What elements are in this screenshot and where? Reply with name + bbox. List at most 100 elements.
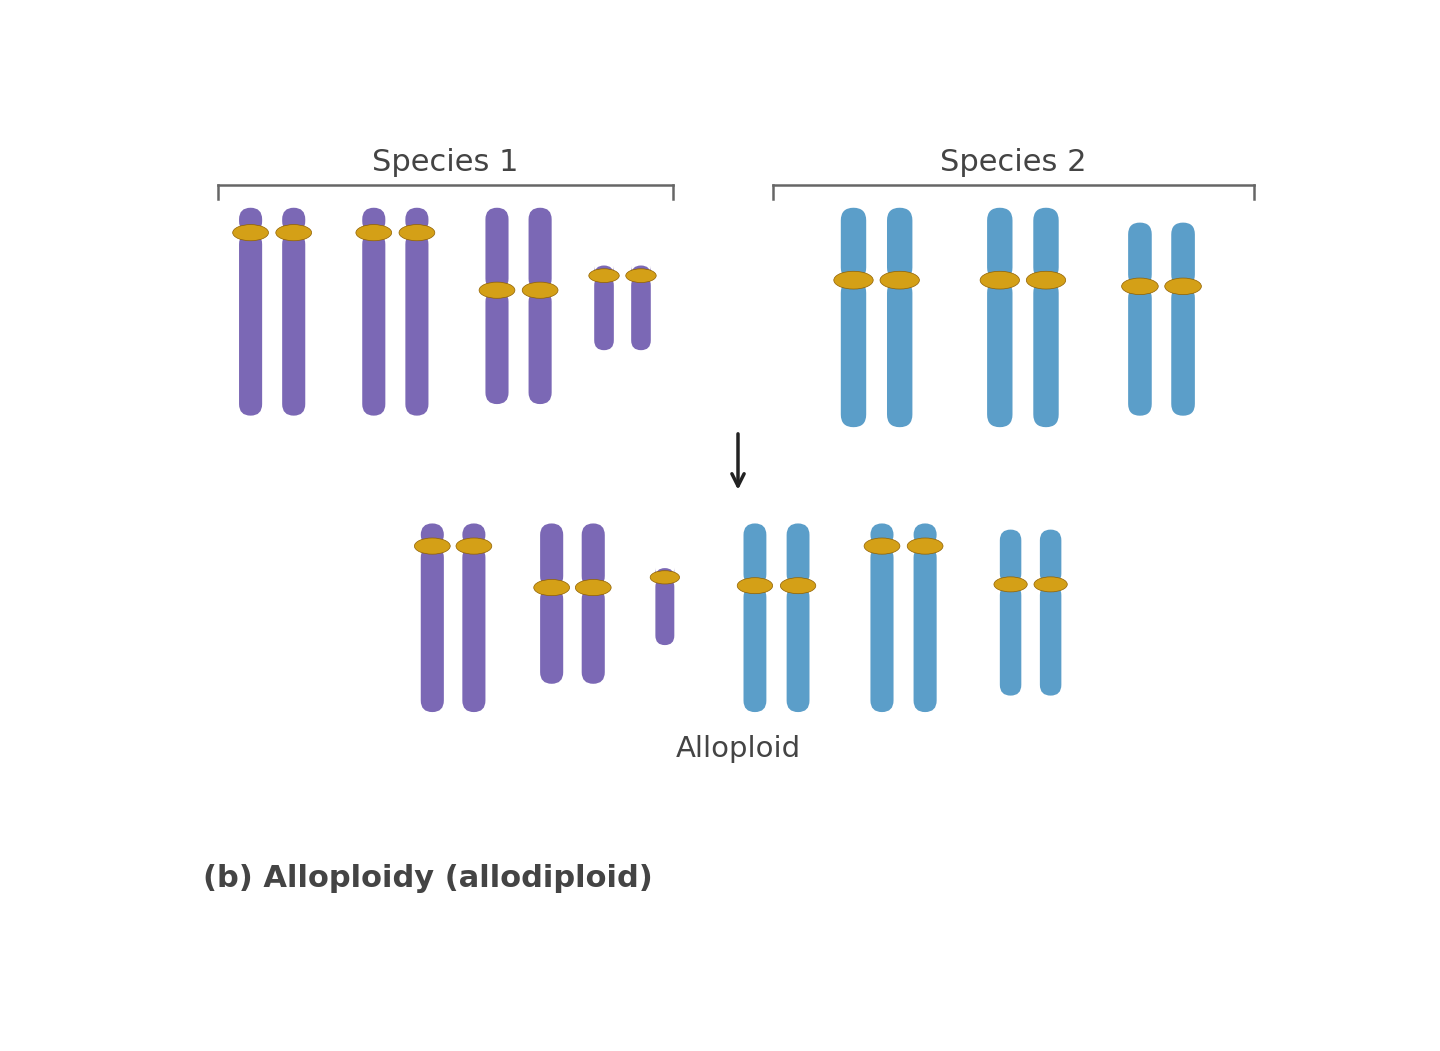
Ellipse shape [576, 579, 611, 596]
FancyBboxPatch shape [420, 547, 444, 713]
Text: (b) Alloploidy (allodiploid): (b) Alloploidy (allodiploid) [203, 864, 652, 893]
Text: Species 2: Species 2 [940, 148, 1087, 177]
FancyBboxPatch shape [1034, 276, 1058, 284]
FancyBboxPatch shape [631, 275, 651, 350]
FancyBboxPatch shape [540, 523, 563, 588]
FancyBboxPatch shape [999, 580, 1021, 589]
FancyBboxPatch shape [1171, 286, 1195, 416]
Ellipse shape [1034, 577, 1067, 592]
Ellipse shape [523, 282, 559, 298]
Ellipse shape [651, 571, 680, 584]
FancyBboxPatch shape [743, 585, 766, 713]
FancyBboxPatch shape [595, 275, 613, 350]
Ellipse shape [480, 282, 516, 298]
FancyBboxPatch shape [1128, 283, 1152, 290]
FancyBboxPatch shape [406, 208, 429, 232]
FancyBboxPatch shape [655, 568, 674, 578]
FancyBboxPatch shape [743, 582, 766, 590]
FancyBboxPatch shape [239, 208, 262, 232]
FancyBboxPatch shape [363, 208, 386, 232]
FancyBboxPatch shape [1040, 530, 1061, 584]
Ellipse shape [907, 538, 943, 554]
Ellipse shape [994, 577, 1027, 592]
FancyBboxPatch shape [870, 542, 894, 550]
FancyBboxPatch shape [986, 208, 1012, 281]
FancyBboxPatch shape [841, 281, 867, 427]
FancyBboxPatch shape [239, 229, 262, 236]
FancyBboxPatch shape [631, 272, 651, 280]
FancyBboxPatch shape [887, 208, 913, 281]
FancyBboxPatch shape [1128, 286, 1152, 416]
Ellipse shape [589, 269, 619, 283]
FancyBboxPatch shape [528, 286, 552, 294]
FancyBboxPatch shape [282, 232, 305, 415]
FancyBboxPatch shape [582, 583, 605, 592]
Ellipse shape [626, 269, 657, 283]
FancyBboxPatch shape [786, 523, 809, 585]
FancyBboxPatch shape [528, 208, 552, 290]
FancyBboxPatch shape [999, 530, 1021, 584]
FancyBboxPatch shape [1040, 584, 1061, 696]
Ellipse shape [1122, 279, 1158, 294]
Ellipse shape [1027, 271, 1066, 289]
FancyBboxPatch shape [913, 523, 936, 547]
Text: Species 1: Species 1 [372, 148, 518, 177]
FancyBboxPatch shape [282, 229, 305, 236]
FancyBboxPatch shape [1034, 208, 1058, 281]
FancyBboxPatch shape [913, 542, 936, 550]
FancyBboxPatch shape [986, 281, 1012, 427]
FancyBboxPatch shape [485, 286, 508, 294]
FancyBboxPatch shape [887, 281, 913, 427]
FancyBboxPatch shape [655, 574, 674, 581]
FancyBboxPatch shape [462, 547, 485, 713]
FancyBboxPatch shape [631, 266, 651, 275]
Ellipse shape [834, 271, 873, 289]
FancyBboxPatch shape [1034, 281, 1058, 427]
FancyBboxPatch shape [462, 523, 485, 547]
FancyBboxPatch shape [282, 208, 305, 232]
FancyBboxPatch shape [841, 208, 867, 281]
FancyBboxPatch shape [1171, 283, 1195, 290]
Ellipse shape [1165, 279, 1201, 294]
Ellipse shape [737, 578, 773, 594]
FancyBboxPatch shape [363, 232, 386, 415]
Ellipse shape [864, 538, 900, 554]
Ellipse shape [534, 579, 570, 596]
Ellipse shape [356, 225, 392, 241]
Ellipse shape [233, 225, 268, 241]
Ellipse shape [399, 225, 435, 241]
FancyBboxPatch shape [582, 523, 605, 588]
Text: Alloploid: Alloploid [675, 736, 801, 763]
FancyBboxPatch shape [999, 584, 1021, 696]
FancyBboxPatch shape [485, 208, 508, 290]
FancyBboxPatch shape [887, 276, 913, 284]
FancyBboxPatch shape [913, 547, 936, 713]
FancyBboxPatch shape [595, 272, 613, 280]
FancyBboxPatch shape [528, 290, 552, 404]
FancyBboxPatch shape [1128, 223, 1152, 286]
Ellipse shape [276, 225, 311, 241]
FancyBboxPatch shape [420, 542, 444, 550]
FancyBboxPatch shape [1040, 580, 1061, 589]
Ellipse shape [880, 271, 919, 289]
Ellipse shape [981, 271, 1020, 289]
FancyBboxPatch shape [786, 585, 809, 713]
FancyBboxPatch shape [406, 232, 429, 415]
FancyBboxPatch shape [743, 523, 766, 585]
FancyBboxPatch shape [870, 547, 894, 713]
Ellipse shape [456, 538, 492, 554]
FancyBboxPatch shape [540, 583, 563, 592]
FancyBboxPatch shape [582, 588, 605, 684]
Ellipse shape [415, 538, 451, 554]
FancyBboxPatch shape [420, 523, 444, 547]
Ellipse shape [780, 578, 816, 594]
FancyBboxPatch shape [786, 582, 809, 590]
FancyBboxPatch shape [406, 229, 429, 236]
FancyBboxPatch shape [363, 229, 386, 236]
FancyBboxPatch shape [462, 542, 485, 550]
FancyBboxPatch shape [595, 266, 613, 275]
FancyBboxPatch shape [870, 523, 894, 547]
FancyBboxPatch shape [655, 577, 674, 645]
FancyBboxPatch shape [841, 276, 867, 284]
FancyBboxPatch shape [239, 232, 262, 415]
